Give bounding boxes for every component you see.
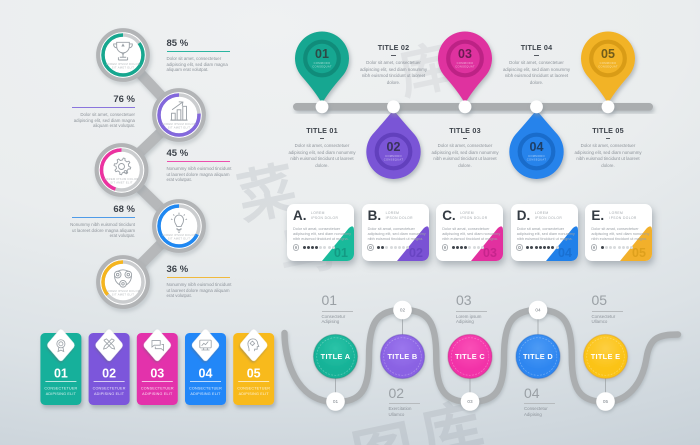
svg-text:COMMODO: COMMODO: [385, 154, 402, 158]
svg-text:SIT AMET ELIT: SIT AMET ELIT: [110, 180, 133, 184]
svg-text:LOREM IPSUM DOLOR: LOREM IPSUM DOLOR: [106, 289, 140, 293]
svg-text:01: 01: [54, 367, 68, 381]
svg-text:03: 03: [467, 399, 473, 404]
svg-text:LOREM IPSUM DOLOR: LOREM IPSUM DOLOR: [162, 233, 196, 237]
svg-text:05: 05: [247, 367, 261, 381]
svg-text:TITLE C: TITLE C: [455, 352, 485, 361]
svg-text:SIT AMET ELIT: SIT AMET ELIT: [112, 65, 135, 69]
svg-text:COMMODO: COMMODO: [314, 61, 331, 65]
svg-text:01: 01: [333, 399, 339, 404]
svg-text:LOREM IPSUM DOLOR: LOREM IPSUM DOLOR: [162, 122, 196, 126]
svg-text:02: 02: [409, 246, 423, 260]
svg-text:TITLE A: TITLE A: [321, 352, 351, 361]
svg-text:CONSECTETUER: CONSECTETUER: [189, 387, 222, 391]
svg-text:TITLE B: TITLE B: [387, 352, 417, 361]
svg-text:COMMODO: COMMODO: [600, 61, 617, 65]
svg-text:ADIPISING ELIT: ADIPISING ELIT: [190, 392, 221, 396]
svg-text:CONSEQUAT: CONSEQUAT: [527, 158, 547, 162]
svg-text:CONSEQUAT: CONSEQUAT: [455, 65, 475, 69]
svg-text:CONSEQUAT: CONSEQUAT: [384, 158, 404, 162]
svg-text:01: 01: [334, 246, 348, 260]
svg-text:CONSECTETUER: CONSECTETUER: [44, 387, 77, 391]
svg-text:SIT AMET ELIT: SIT AMET ELIT: [168, 125, 191, 129]
svg-text:ADIPISING ELIT: ADIPISING ELIT: [142, 392, 173, 396]
svg-text:05: 05: [632, 246, 646, 260]
svg-text:SIT AMET ELIT: SIT AMET ELIT: [168, 236, 191, 240]
svg-text:CONSECTETUER: CONSECTETUER: [93, 387, 126, 391]
svg-text:ADIPISING ELIT: ADIPISING ELIT: [239, 392, 270, 396]
svg-text:ADIPISING ELIT: ADIPISING ELIT: [46, 392, 77, 396]
svg-text:CONSECTETUER: CONSECTETUER: [237, 387, 270, 391]
svg-text:04: 04: [199, 367, 213, 381]
svg-text:03: 03: [483, 246, 497, 260]
svg-text:05: 05: [603, 399, 609, 404]
svg-text:CONSECTETUER: CONSECTETUER: [141, 387, 174, 391]
svg-text:LOREM IPSUM DOLOR: LOREM IPSUM DOLOR: [106, 62, 140, 66]
svg-text:SIT AMET ELIT: SIT AMET ELIT: [112, 292, 135, 296]
svg-text:02: 02: [387, 140, 401, 154]
svg-text:02: 02: [400, 308, 406, 313]
svg-text:01: 01: [315, 47, 329, 61]
svg-text:04: 04: [530, 140, 544, 154]
svg-text:ADIPISING ELIT: ADIPISING ELIT: [94, 392, 125, 396]
svg-text:TITLE D: TITLE D: [523, 352, 553, 361]
svg-text:COMMODO: COMMODO: [528, 154, 545, 158]
svg-text:LOREM IPSUM DOLOR: LOREM IPSUM DOLOR: [104, 177, 138, 181]
svg-text:04: 04: [535, 308, 541, 313]
svg-text:TITLE E: TITLE E: [591, 352, 621, 361]
svg-text:02: 02: [102, 367, 116, 381]
svg-text:05: 05: [601, 47, 615, 61]
svg-text:03: 03: [150, 367, 164, 381]
svg-text:04: 04: [558, 246, 572, 260]
svg-text:03: 03: [458, 47, 472, 61]
svg-text:CONSEQUAT: CONSEQUAT: [598, 65, 618, 69]
svg-text:CONSEQUAT: CONSEQUAT: [312, 65, 332, 69]
svg-text:COMMODO: COMMODO: [457, 61, 474, 65]
